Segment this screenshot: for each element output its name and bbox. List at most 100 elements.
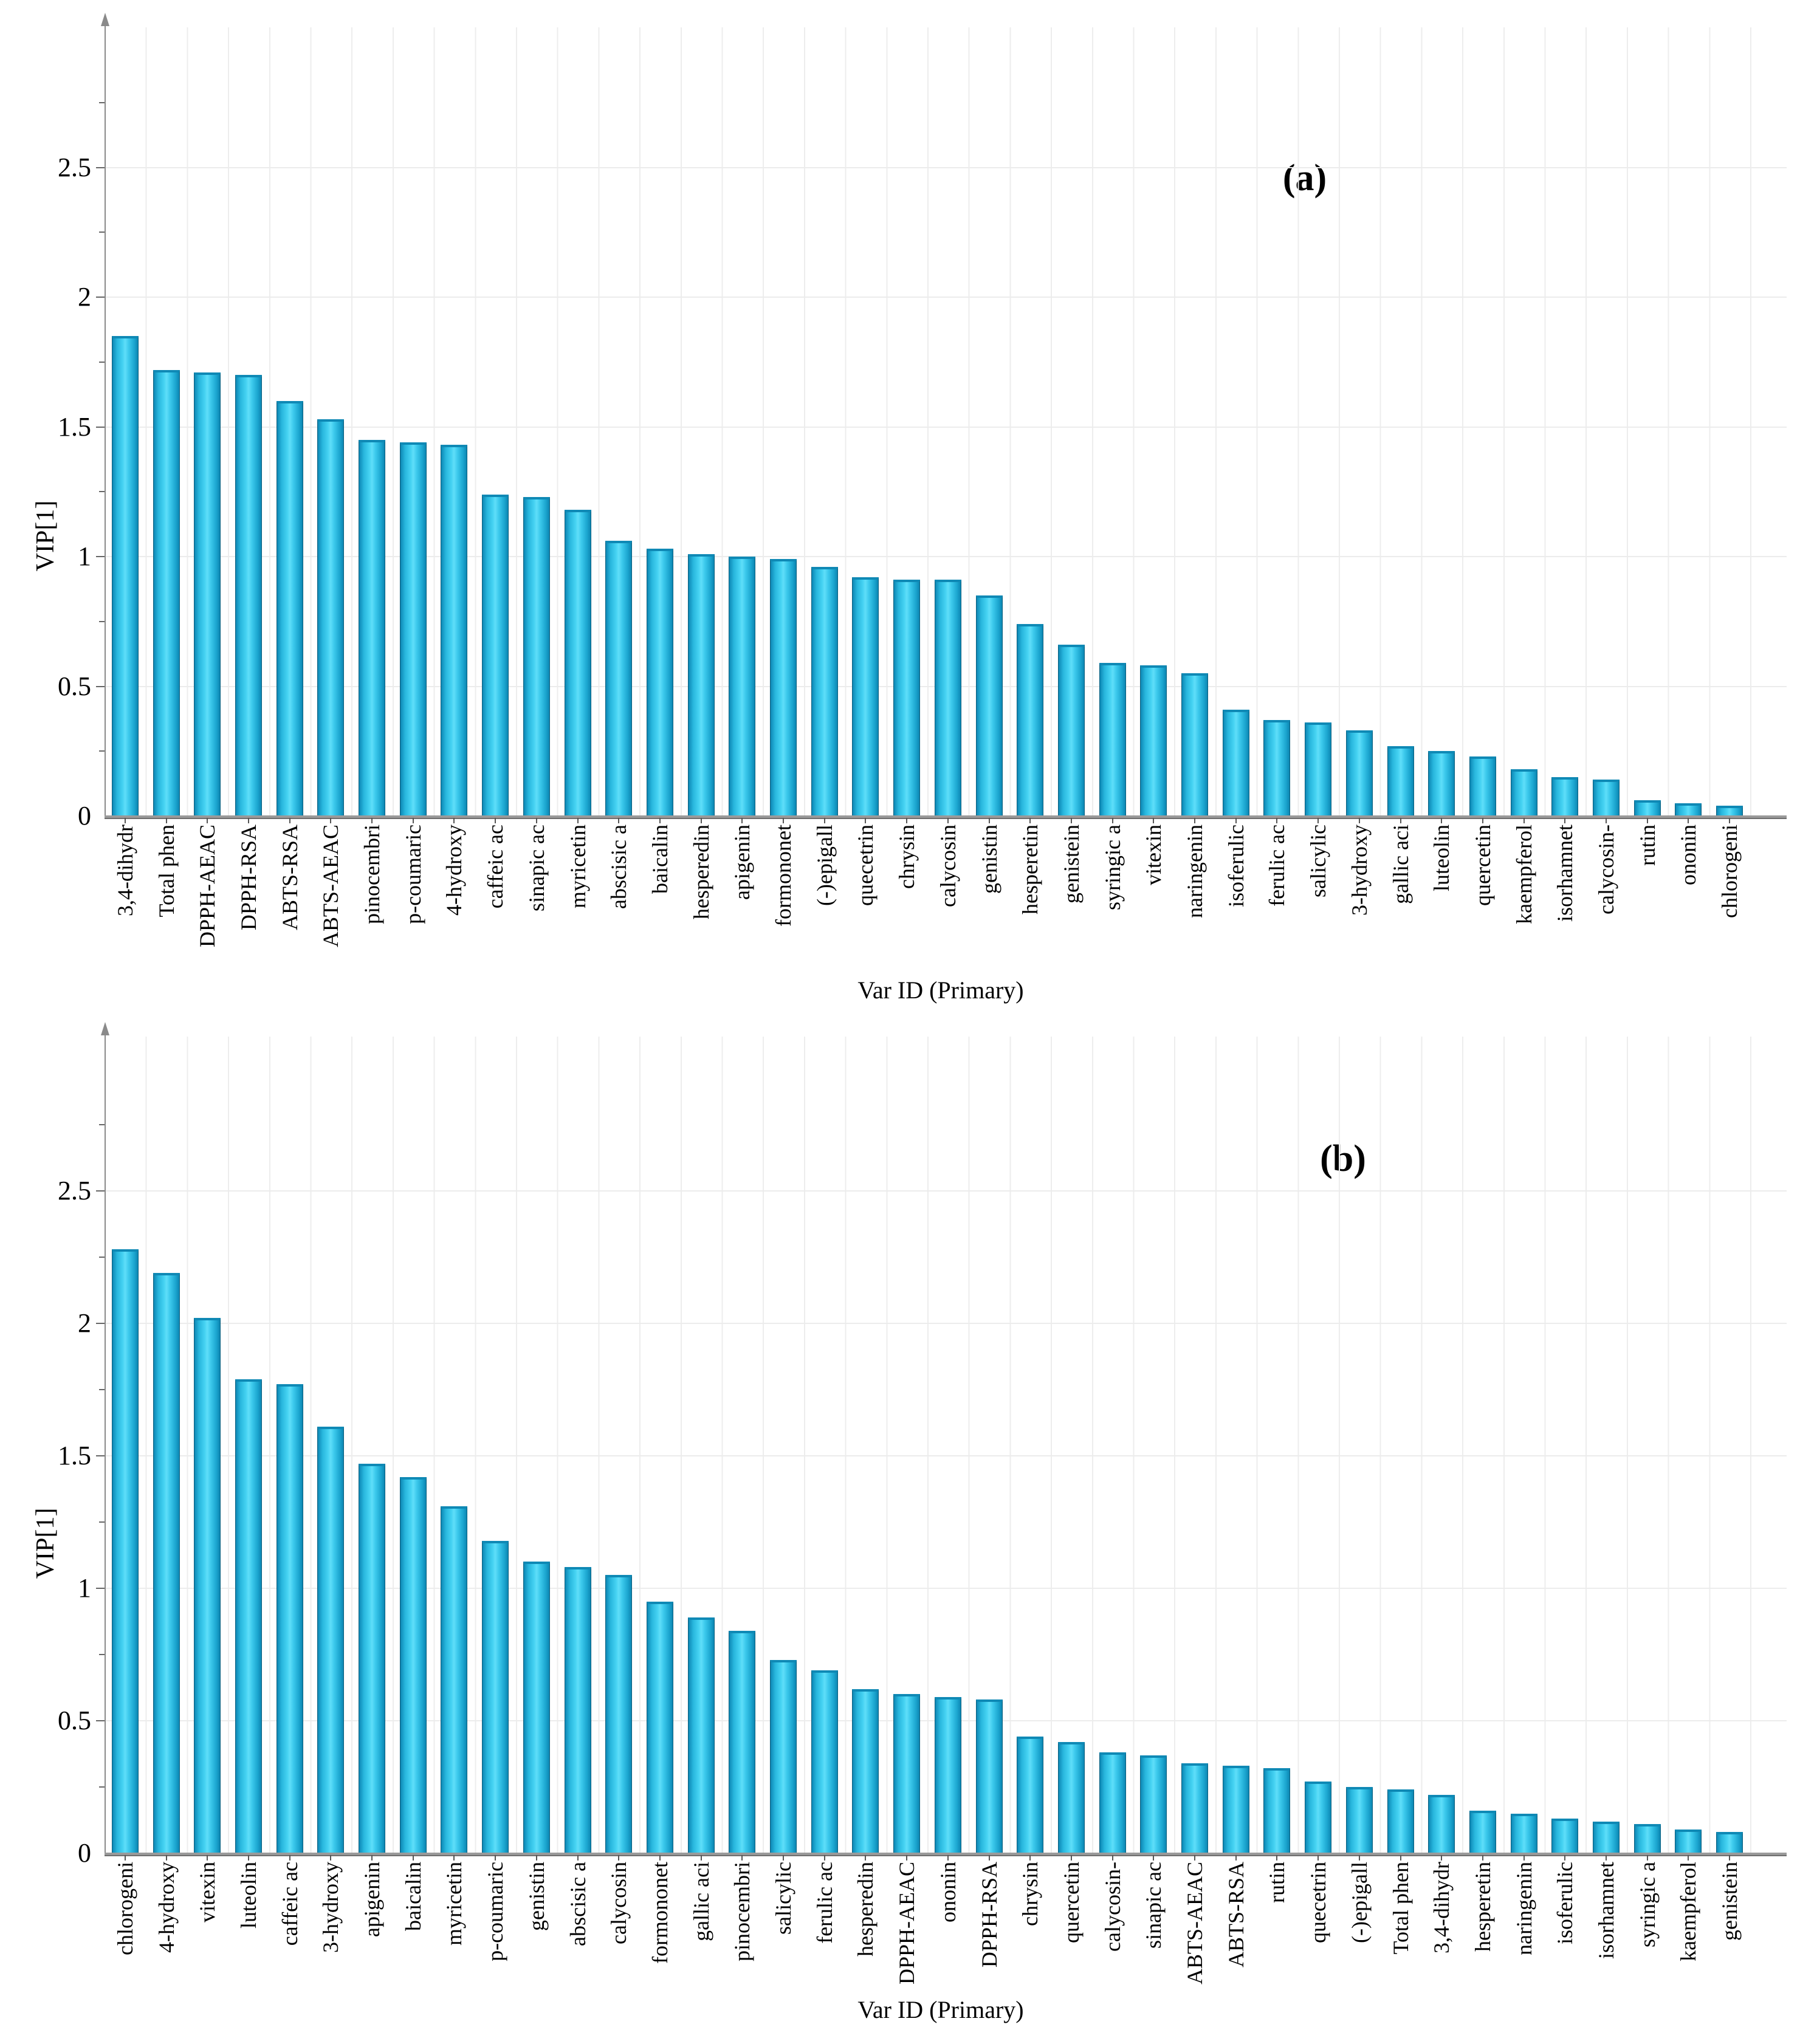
- x-axis-tick: [495, 1855, 496, 1861]
- x-tick-label: 3-hydroxy: [1347, 825, 1372, 916]
- y-axis-major-tick: [96, 685, 105, 687]
- bar: [1181, 673, 1208, 816]
- horizontal-gridline: [105, 556, 1787, 557]
- x-axis-tick: [289, 818, 290, 823]
- x-axis-tick: [330, 1855, 331, 1861]
- x-axis-tick: [1153, 818, 1154, 823]
- x-tick-label: sinapic ac: [524, 825, 549, 911]
- x-tick-label: sinapic ac: [1141, 1862, 1166, 1949]
- x-axis-tick: [1523, 1855, 1525, 1861]
- bar: [605, 541, 632, 816]
- x-tick-label: ABTS-AEAC: [318, 825, 343, 948]
- x-axis-tick: [1606, 1855, 1607, 1861]
- y-axis-minor-tick: [99, 1654, 105, 1655]
- y-axis-major-tick: [96, 166, 105, 168]
- x-tick-label: quecetrin: [853, 825, 878, 906]
- x-tick-label: genistin: [524, 1862, 549, 1931]
- x-axis-tick: [166, 1855, 167, 1861]
- x-axis-tick: [1359, 1855, 1360, 1861]
- x-axis-tick: [1112, 1855, 1113, 1861]
- x-axis-tick: [207, 818, 208, 823]
- x-tick-label: Total phen: [154, 825, 179, 917]
- x-tick-label: hesperetin: [1018, 825, 1042, 914]
- bar: [1511, 769, 1537, 816]
- x-axis-tick: [618, 1855, 619, 1861]
- x-axis-tick: [1029, 818, 1031, 823]
- horizontal-gridline: [105, 1323, 1787, 1324]
- bar: [1634, 800, 1661, 816]
- x-tick-label: gallic aci: [689, 1862, 713, 1941]
- x-axis-tick: [1688, 1855, 1689, 1861]
- x-axis-tick: [701, 818, 702, 823]
- y-axis-major-tick: [96, 556, 105, 557]
- x-tick-label: apigenin: [360, 1862, 384, 1937]
- x-tick-label: hesperetin: [1471, 1862, 1495, 1952]
- bar: [893, 1694, 920, 1853]
- x-tick-label: caffeic ac: [278, 1862, 302, 1946]
- x-tick-label: (-)epigall: [812, 825, 837, 906]
- x-axis-tick: [1729, 1855, 1730, 1861]
- x-axis-line: [105, 815, 1787, 819]
- x-tick-label: quercetin: [1059, 1862, 1084, 1943]
- bar: [770, 1660, 797, 1853]
- bar: [1551, 1819, 1578, 1853]
- x-tick-label: calycosin-: [1594, 825, 1618, 914]
- bar: [1346, 1787, 1373, 1853]
- x-axis-tick: [618, 818, 619, 823]
- x-axis-tick: [1564, 818, 1565, 823]
- panel-a: VIP[1] (a) Var ID (Primary) 00.511.522.5…: [0, 0, 1800, 1012]
- x-tick-label: 4-hydroxy: [154, 1862, 179, 1953]
- bar: [1675, 1830, 1702, 1853]
- x-axis-tick: [989, 1855, 990, 1861]
- x-axis-tick: [330, 818, 331, 823]
- bar: [1140, 1755, 1167, 1853]
- bar: [359, 440, 385, 816]
- bar: [153, 1273, 180, 1853]
- x-tick-label: naringenin: [1183, 825, 1207, 918]
- x-tick-label: DPPH-AEAC: [895, 1862, 919, 1985]
- x-tick-label: syringic a: [1635, 1862, 1660, 1947]
- x-tick-label: pinocembri: [360, 825, 384, 924]
- bar: [811, 567, 838, 816]
- x-axis-tick: [1112, 818, 1113, 823]
- x-tick-label: 4-hydroxy: [442, 825, 466, 916]
- x-tick-label: p-coumaric: [401, 825, 425, 924]
- x-axis-tick: [906, 1855, 907, 1861]
- x-tick-label: salicylic: [771, 1862, 795, 1935]
- horizontal-gridline: [105, 426, 1787, 428]
- bar: [1099, 1752, 1126, 1853]
- x-axis-tick: [947, 1855, 949, 1861]
- x-axis-tick: [1276, 818, 1277, 823]
- x-axis-tick: [865, 818, 866, 823]
- x-axis-tick: [1606, 818, 1607, 823]
- bar: [976, 1699, 1003, 1853]
- x-axis-tick: [906, 818, 907, 823]
- x-tick-label: ferulic ac: [1265, 825, 1289, 907]
- x-axis-tick: [1729, 818, 1730, 823]
- y-axis-major-tick: [96, 1455, 105, 1456]
- horizontal-gridline: [105, 166, 1787, 168]
- x-tick-label: vitexin: [1141, 825, 1166, 885]
- x-axis-tick: [1071, 1855, 1072, 1861]
- panel-b: VIP[1] (b) Var ID (Primary) 00.511.522.5…: [0, 1012, 1800, 2025]
- y-axis-arrow-icon: [101, 1022, 109, 1035]
- x-axis-tick: [1317, 1855, 1319, 1861]
- x-axis-tick: [536, 818, 537, 823]
- y-axis-minor-tick: [99, 231, 105, 233]
- x-axis-tick: [659, 818, 661, 823]
- x-tick-label: isorhamnet: [1553, 825, 1577, 922]
- x-axis-tick: [536, 1855, 537, 1861]
- x-tick-label: Total phen: [1389, 1862, 1413, 1955]
- bar: [400, 1477, 427, 1853]
- x-axis-tick: [701, 1855, 702, 1861]
- bar: [1099, 663, 1126, 816]
- bar: [400, 442, 427, 816]
- x-tick-label: chrysin: [1018, 1862, 1042, 1926]
- y-tick-label: 0: [78, 801, 91, 831]
- x-tick-label: DPPH-RSA: [977, 1862, 1001, 1968]
- x-axis-tick: [741, 1855, 743, 1861]
- x-axis-tick: [495, 818, 496, 823]
- bar: [1017, 1737, 1043, 1853]
- y-axis-minor-tick: [99, 1521, 105, 1523]
- x-axis-tick: [248, 818, 249, 823]
